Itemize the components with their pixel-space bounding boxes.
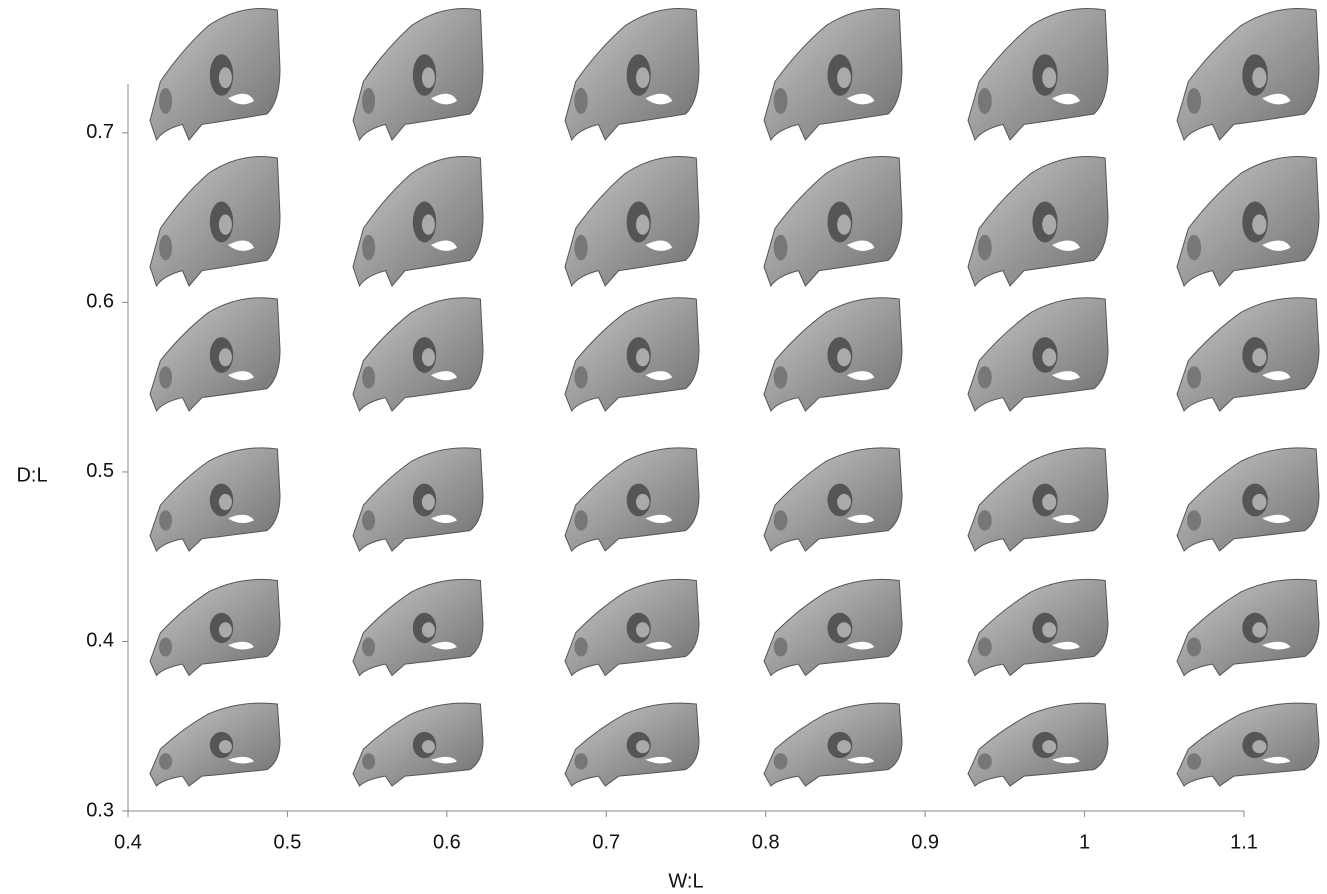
skull bbox=[1177, 157, 1319, 286]
skull bbox=[764, 579, 902, 675]
skull bbox=[565, 298, 699, 411]
skull bbox=[565, 157, 699, 286]
x-tick-label: 0.6 bbox=[433, 831, 461, 853]
skull bbox=[1177, 448, 1319, 551]
y-axis-title: D:L bbox=[16, 464, 47, 486]
x-tick-label: 0.9 bbox=[911, 831, 939, 853]
x-tick-label: 0.7 bbox=[592, 831, 620, 853]
skull bbox=[150, 298, 280, 411]
skull bbox=[565, 9, 699, 140]
chart: W:L D:L 0.40.50.60.70.80.911.10.30.40.50… bbox=[0, 0, 1327, 894]
skull bbox=[150, 579, 280, 675]
y-tick-label: 0.6 bbox=[86, 291, 114, 313]
x-tick-label: 0.5 bbox=[274, 831, 302, 853]
skull bbox=[968, 703, 1108, 786]
x-tick-label: 0.8 bbox=[752, 831, 780, 853]
skull bbox=[764, 703, 902, 786]
skull bbox=[150, 703, 280, 786]
y-tick-label: 0.5 bbox=[86, 460, 114, 482]
skull bbox=[353, 448, 483, 551]
skull bbox=[764, 157, 902, 286]
skull bbox=[968, 9, 1108, 140]
skull bbox=[968, 157, 1108, 286]
skull bbox=[1177, 298, 1319, 411]
x-tick-label: 0.4 bbox=[114, 831, 142, 853]
skull bbox=[764, 448, 902, 551]
skull bbox=[353, 9, 483, 140]
skull bbox=[968, 579, 1108, 675]
skull bbox=[764, 9, 902, 140]
skull bbox=[353, 157, 483, 286]
skull bbox=[968, 448, 1108, 551]
skull bbox=[1177, 9, 1319, 140]
skull bbox=[565, 703, 699, 786]
y-tick-label: 0.3 bbox=[86, 799, 114, 821]
skull bbox=[565, 448, 699, 551]
skull bbox=[1177, 703, 1319, 786]
skull bbox=[1177, 579, 1319, 675]
skull bbox=[150, 9, 280, 140]
skull bbox=[764, 298, 902, 411]
skull bbox=[353, 298, 483, 411]
skull bbox=[565, 579, 699, 675]
skull bbox=[150, 157, 280, 286]
y-tick-label: 0.4 bbox=[86, 630, 114, 652]
y-tick-label: 0.7 bbox=[86, 121, 114, 143]
x-tick-label: 1.1 bbox=[1230, 831, 1258, 853]
x-tick-label: 1 bbox=[1079, 831, 1090, 853]
skull bbox=[150, 448, 280, 551]
x-axis-title: W:L bbox=[668, 870, 703, 892]
skull-grid bbox=[150, 9, 1319, 786]
skull bbox=[353, 703, 483, 786]
skull bbox=[353, 579, 483, 675]
skull bbox=[968, 298, 1108, 411]
